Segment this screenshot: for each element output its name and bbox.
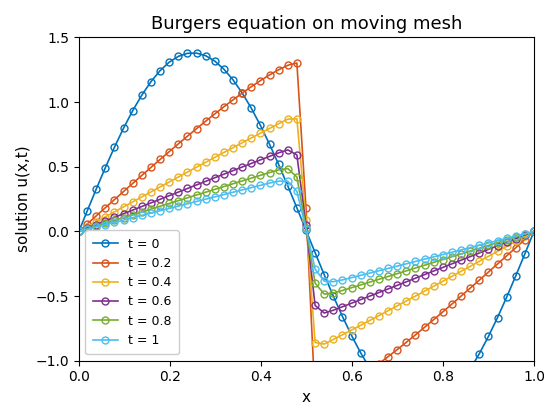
t = 0.4 — [175, 174, 181, 179]
t = 0 — [521, 251, 528, 256]
t = 0.4 — [76, 229, 82, 234]
t = 0.8 — [394, 271, 400, 276]
t = 0 — [412, 407, 419, 412]
t = 0.8 — [221, 184, 227, 189]
t = 0.8 — [421, 262, 428, 268]
t = 0.6 — [221, 172, 227, 177]
Title: Burgers equation on moving mesh: Burgers equation on moving mesh — [151, 15, 462, 33]
t = 0.2 — [175, 142, 181, 147]
Line: t = 0.4: t = 0.4 — [76, 115, 538, 347]
Legend: t = 0, t = 0.2, t = 0.4, t = 0.6, t = 0.8, t = 1: t = 0, t = 0.2, t = 0.4, t = 0.6, t = 0.… — [85, 230, 179, 354]
t = 1 — [421, 257, 428, 262]
t = 0.4 — [394, 303, 400, 308]
t = 0.2 — [521, 237, 528, 242]
t = 0.4 — [293, 116, 300, 121]
Line: t = 1: t = 1 — [76, 178, 538, 285]
t = 0.8 — [212, 187, 218, 192]
t = 0 — [76, 229, 82, 234]
t = 0.4 — [212, 155, 218, 160]
t = 0 — [193, 50, 200, 55]
t = 0.4 — [531, 229, 538, 234]
t = 0.8 — [521, 232, 528, 237]
t = 0.8 — [76, 229, 82, 234]
t = 0.6 — [76, 229, 82, 234]
Line: t = 0.8: t = 0.8 — [76, 165, 538, 298]
t = 1 — [276, 178, 282, 184]
t = 0.2 — [212, 111, 218, 116]
t = 0.8 — [284, 166, 291, 171]
t = 0 — [175, 54, 181, 59]
t = 0 — [221, 67, 227, 72]
Line: t = 0.2: t = 0.2 — [76, 60, 538, 403]
t = 0.6 — [531, 229, 538, 234]
t = 0.4 — [421, 289, 428, 294]
t = 1 — [76, 229, 82, 234]
t = 0 — [531, 229, 538, 234]
t = 0.6 — [421, 272, 428, 277]
t = 1 — [221, 192, 227, 197]
t = 0.2 — [394, 347, 400, 352]
t = 0 — [421, 407, 428, 412]
t = 0.6 — [212, 175, 218, 180]
t = 0.6 — [521, 232, 528, 237]
t = 0.2 — [312, 397, 319, 402]
t = 0.2 — [421, 325, 428, 330]
t = 0.4 — [321, 341, 328, 346]
t = 0 — [230, 77, 236, 82]
t = 1 — [175, 204, 181, 209]
t = 0.8 — [531, 229, 538, 234]
t = 0.2 — [76, 229, 82, 234]
Line: t = 0.6: t = 0.6 — [76, 147, 538, 317]
Y-axis label: solution u(x,t): solution u(x,t) — [15, 146, 30, 252]
t = 1 — [394, 264, 400, 269]
t = 0.2 — [531, 229, 538, 234]
t = 0.2 — [221, 104, 227, 109]
t = 0.6 — [394, 283, 400, 288]
t = 1 — [521, 231, 528, 236]
t = 0 — [385, 390, 391, 395]
t = 1 — [330, 279, 337, 284]
Line: t = 0: t = 0 — [76, 50, 538, 413]
t = 1 — [531, 229, 538, 234]
t = 0.6 — [175, 189, 181, 194]
t = 0.2 — [293, 60, 300, 66]
t = 0.6 — [284, 147, 291, 152]
t = 1 — [212, 194, 218, 200]
t = 0.8 — [321, 291, 328, 297]
t = 0.4 — [221, 150, 227, 155]
t = 0.6 — [321, 310, 328, 315]
X-axis label: x: x — [302, 390, 311, 405]
t = 0.4 — [521, 234, 528, 239]
t = 0.8 — [175, 198, 181, 203]
